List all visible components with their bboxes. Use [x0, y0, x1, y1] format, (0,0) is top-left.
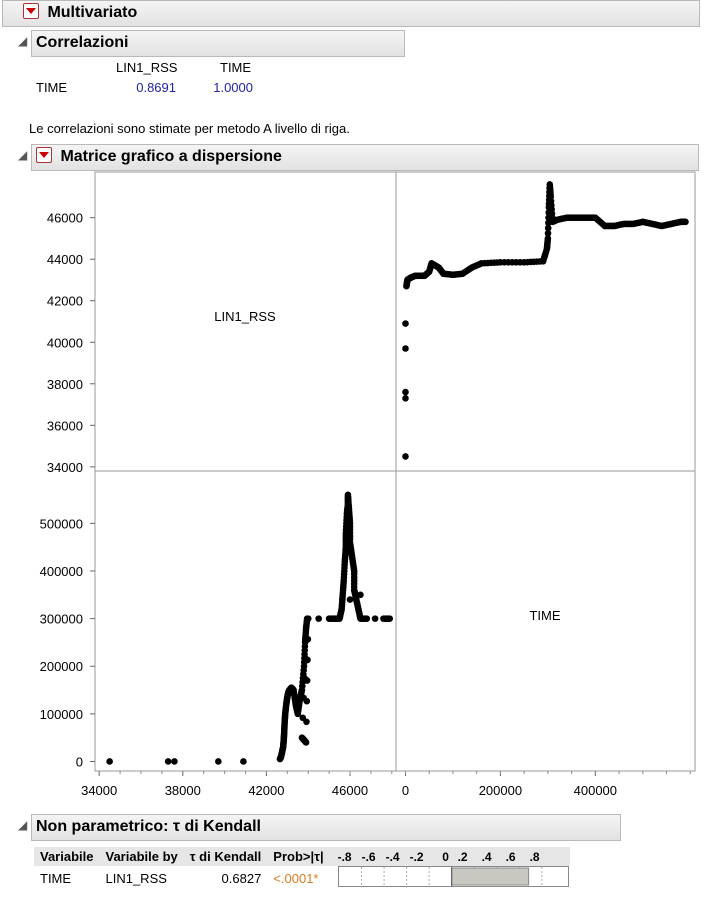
corr-value-time: 1.0000 [213, 80, 253, 95]
tau-bar-chart [337, 866, 569, 887]
y-tick-label: 500000 [40, 516, 83, 531]
data-point [301, 643, 309, 650]
kendall-bar-cell [330, 866, 570, 891]
data-point [493, 259, 501, 266]
data-point [106, 758, 113, 765]
data-point [164, 758, 172, 765]
data-point [544, 236, 552, 244]
x-tick-label: 46000 [332, 783, 368, 798]
data-point [315, 615, 322, 622]
red-menu-icon[interactable] [23, 2, 39, 19]
x-tick-label: 400000 [574, 783, 617, 798]
kendall-scale-header: -.8 -.6 -.4 -.2 0.2.4.6.8 [329, 847, 570, 866]
corr-col-header-lin1: LIN1_RSS [116, 60, 178, 75]
y-tick-label: 46000 [47, 211, 83, 226]
y-tick-label: 42000 [47, 294, 83, 309]
collapse-triangle-icon[interactable]: ◢ [18, 34, 28, 48]
data-point [350, 565, 358, 572]
correlazioni-header[interactable]: Correlazioni [31, 30, 405, 57]
data-point [342, 546, 349, 553]
scatterplot-matrix[interactable]: 46000 44000 42000 40000 38000 36000 34000 50000… [0, 160, 716, 800]
data-point [681, 218, 689, 226]
data-point [304, 635, 312, 643]
data-point [300, 666, 307, 674]
kendall-by: LIN1_RSS [105, 871, 167, 886]
data-point [385, 615, 392, 622]
data-point [544, 224, 552, 232]
kendall-col-header: τ di Kendall [183, 847, 268, 866]
data-point [402, 345, 409, 352]
collapse-triangle-icon[interactable]: ◢ [18, 818, 28, 832]
tau-bar-fill [450, 867, 529, 886]
corr-note: Le correlazioni sono stimate per metodo … [29, 121, 350, 136]
data-point [346, 535, 354, 543]
kendall-col-header: Variabile by [99, 847, 184, 866]
data-point [303, 697, 311, 705]
correlazioni-title: Correlazioni [36, 34, 129, 51]
data-point [402, 395, 409, 402]
y-tick-label: 34000 [47, 460, 83, 475]
kendall-table: Variabile Variabile by τ di Kendall Prob… [34, 847, 570, 891]
kendall-col-header: Prob>|τ| [267, 847, 330, 866]
multivariato-title: Multivariato [47, 4, 138, 21]
matrice-title: Matrice grafico a dispersione [60, 148, 282, 165]
corr-col-header-time: TIME [220, 60, 252, 75]
data-point [240, 758, 247, 765]
diag-label-lin1: LIN1_RSS [214, 309, 276, 324]
data-point [341, 561, 348, 568]
data-point [371, 615, 379, 622]
x-tick-label: 0 [402, 783, 409, 798]
y-tick-label: 100000 [40, 707, 83, 722]
corr-row-label: TIME [36, 80, 68, 95]
data-point [340, 579, 347, 587]
collapse-triangle-icon[interactable]: ◢ [18, 148, 28, 162]
diag-label-time: TIME [529, 608, 560, 623]
data-point [302, 738, 310, 746]
y-tick-label: 38000 [47, 377, 83, 392]
data-point [215, 758, 222, 765]
data-point [402, 453, 409, 460]
y-tick-label: 200000 [40, 659, 83, 674]
kendall-tau: 0.6827 [221, 871, 262, 886]
x-tick-label: 38000 [165, 783, 201, 798]
matrice-header[interactable]: Matrice grafico a dispersione [31, 144, 699, 171]
data-point [346, 517, 354, 525]
data-point [346, 596, 354, 603]
data-point [171, 758, 178, 765]
y-tick-label: 400000 [40, 564, 83, 579]
kendall-var: TIME [40, 871, 72, 886]
y-tick-label: 300000 [40, 612, 83, 627]
data-point [545, 219, 552, 227]
data-point [516, 259, 524, 266]
data-point [303, 718, 310, 726]
data-point [304, 656, 311, 664]
x-tick-label: 42000 [248, 783, 284, 798]
x-tick-label: 200000 [479, 783, 522, 798]
data-point [339, 593, 346, 601]
corr-value-lin1: 0.8691 [136, 80, 176, 95]
kendall-col-header: Variabile [34, 847, 100, 866]
x-tick-label: 34000 [81, 783, 117, 798]
y-tick-label: 44000 [47, 252, 83, 267]
data-point [345, 503, 353, 511]
red-menu-icon[interactable] [36, 146, 52, 163]
data-point [544, 229, 552, 237]
kendall-title: Non parametrico: τ di Kendall [36, 818, 261, 835]
data-point [303, 677, 311, 684]
kendall-prob: <.0001* [273, 871, 319, 886]
data-point [547, 191, 554, 199]
data-point [350, 583, 358, 591]
data-point [298, 688, 305, 695]
data-point [402, 320, 409, 327]
y-tick-label: 0 [76, 754, 83, 769]
multivariato-header[interactable]: Multivariato [2, 0, 700, 27]
data-point [402, 388, 409, 396]
kendall-header[interactable]: Non parametrico: τ di Kendall [31, 814, 621, 841]
y-tick-label: 36000 [47, 418, 83, 433]
data-point [303, 616, 311, 624]
data-point [362, 615, 369, 622]
y-tick-label: 40000 [47, 335, 83, 350]
